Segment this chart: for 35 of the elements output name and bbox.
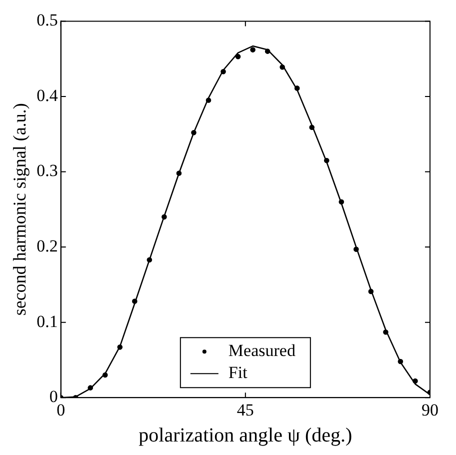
x-axis-title: polarization angle ψ (deg.) <box>138 424 352 446</box>
legend-label: Fit <box>228 363 248 382</box>
point <box>235 54 241 60</box>
point <box>206 98 212 103</box>
y-tick-label: 0.2 <box>36 236 58 256</box>
point <box>162 214 167 220</box>
point <box>220 68 226 74</box>
y-axis-title: second harmonic signal (a.u.) <box>10 103 30 316</box>
point <box>88 385 94 390</box>
point <box>368 288 374 294</box>
y-tick-label: 0.5 <box>36 10 58 30</box>
point <box>250 47 256 52</box>
point <box>324 158 330 164</box>
y-tick-label: 0 <box>49 387 58 406</box>
y-tick-label: 0.4 <box>36 86 58 105</box>
x-tick-label: 90 <box>422 400 438 420</box>
x-tick-label: 45 <box>236 400 254 420</box>
point <box>383 329 388 335</box>
point <box>398 358 404 364</box>
point <box>191 130 196 136</box>
point <box>117 344 123 350</box>
point <box>354 246 359 252</box>
point <box>146 257 152 262</box>
y-tick-label: 0.3 <box>36 161 58 180</box>
point <box>264 48 270 54</box>
y-tick-label: 0.1 <box>36 312 58 331</box>
point <box>412 378 418 384</box>
legend-label: Measured <box>228 341 296 360</box>
point <box>309 124 315 130</box>
point <box>176 170 182 176</box>
point <box>294 86 300 91</box>
point <box>280 64 285 70</box>
point <box>338 199 344 205</box>
point <box>132 298 138 304</box>
point <box>102 372 108 378</box>
